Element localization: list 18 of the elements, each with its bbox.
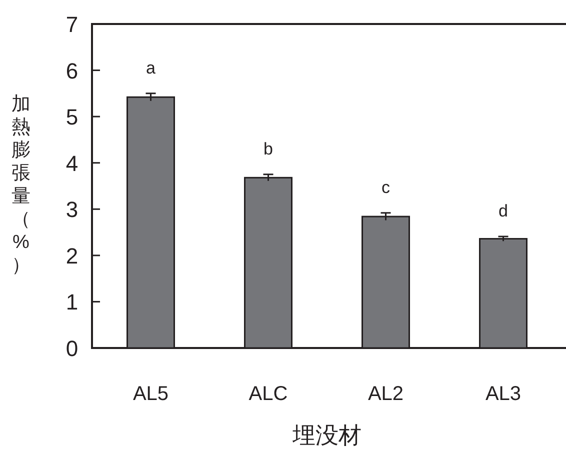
y-tick-label: 7 bbox=[66, 12, 78, 37]
y-tick-label: 6 bbox=[66, 58, 78, 84]
x-tick-label: AL2 bbox=[368, 383, 404, 405]
x-tick-label: ALC bbox=[248, 383, 288, 405]
x-tick-label: AL5 bbox=[132, 383, 169, 405]
x-axis-title: 埋没材 bbox=[292, 422, 362, 448]
y-tick-label: 3 bbox=[66, 197, 78, 222]
annotation: b bbox=[264, 139, 273, 158]
y-axis-title: 加熱膨張量（%） bbox=[12, 94, 30, 276]
y-tick-label: 4 bbox=[66, 150, 78, 176]
x-tick-label: AL3 bbox=[485, 383, 522, 405]
y-tick-label: 1 bbox=[66, 290, 78, 315]
annotation: c bbox=[382, 178, 390, 197]
annotation: a bbox=[146, 58, 156, 78]
y-tick-label: 0 bbox=[66, 336, 78, 361]
y-tick-label: 2 bbox=[66, 243, 78, 268]
annotation: d bbox=[498, 201, 508, 220]
y-tick-label: 5 bbox=[66, 104, 78, 130]
